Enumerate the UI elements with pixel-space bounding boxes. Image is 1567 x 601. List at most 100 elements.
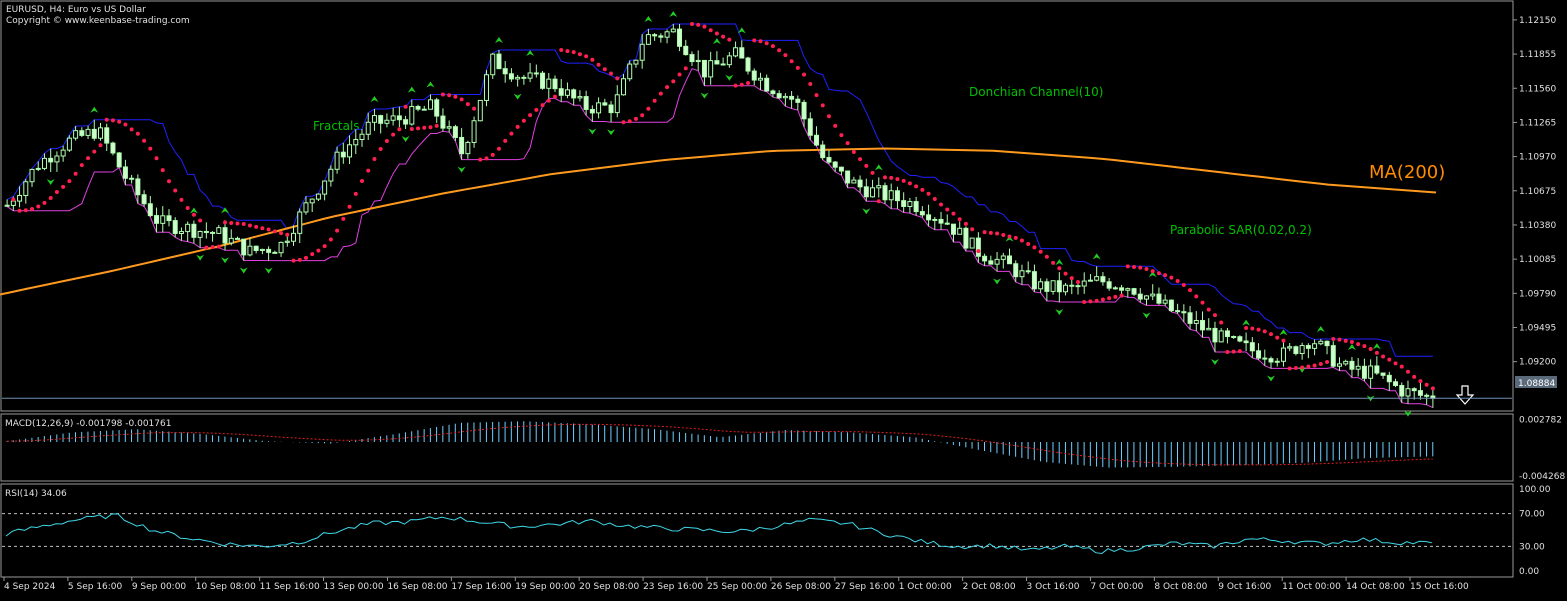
parabolic-sar-label: Parabolic SAR(0.02,0.2) (1170, 223, 1312, 237)
sar-dot (845, 141, 850, 146)
sar-dot (260, 226, 265, 231)
candle-body (851, 179, 857, 184)
candle-body (1256, 350, 1262, 359)
candle-body (1417, 390, 1423, 396)
sar-dot (1281, 338, 1286, 343)
candle-body (384, 119, 390, 124)
candle-body (1399, 384, 1405, 397)
candle-body (315, 193, 321, 200)
candle-body (91, 128, 97, 139)
candle-body (17, 194, 23, 202)
sar-dot (1275, 335, 1280, 340)
sar-dot (185, 205, 190, 210)
fractal-down-icon (1055, 309, 1064, 316)
candle-body (1330, 345, 1336, 367)
candle-body (982, 255, 988, 262)
candle-body (944, 222, 950, 225)
sar-dot (671, 79, 676, 84)
sar-dot (160, 168, 165, 173)
candle-body (41, 157, 47, 169)
candle-body (1063, 284, 1069, 293)
sar-dot (584, 54, 589, 59)
sar-dot (876, 199, 881, 204)
sar-dot (341, 216, 346, 221)
candle-body (1293, 346, 1299, 355)
sar-dot (858, 157, 863, 162)
rsi-tick-label: 100.00 (1519, 485, 1551, 495)
fractal-up-icon (712, 38, 721, 45)
time-tick-label: 3 Oct 16:00 (1027, 582, 1080, 592)
chart-header-title: EURUSD, H4: Euro vs US Dollar (6, 5, 146, 15)
sar-dot (752, 38, 757, 43)
candle-body (764, 77, 770, 92)
candle-body (1299, 345, 1305, 355)
sar-dot (378, 147, 383, 152)
candle-body (1287, 346, 1293, 349)
fractal-down-icon (196, 254, 205, 261)
time-tick-label: 5 Sep 16:00 (68, 582, 123, 592)
sar-dot (609, 71, 614, 76)
candle-body (571, 89, 577, 99)
sar-dot (291, 258, 296, 263)
sar-dot (1412, 374, 1417, 379)
candle-body (533, 72, 539, 75)
sar-dot (79, 163, 84, 168)
time-tick-label: 20 Sep 08:00 (579, 582, 639, 592)
rsi-tick-label: 30.00 (1519, 542, 1545, 552)
candle-body (166, 215, 172, 222)
candle-body (1181, 311, 1187, 314)
sar-dot (770, 44, 775, 49)
candle-body (1386, 374, 1392, 383)
candle-body (185, 223, 191, 233)
sar-dot (1200, 300, 1205, 305)
candle-body (645, 34, 651, 45)
candle-body (440, 115, 446, 129)
sar-dot (135, 131, 140, 136)
candle-body (340, 151, 346, 158)
sar-dot (808, 82, 813, 87)
candle-body (1224, 330, 1230, 337)
candle-body (216, 227, 222, 234)
candle-body (832, 161, 838, 168)
macd-tick-label: -0.004268 (1519, 472, 1565, 482)
sar-dot (1393, 361, 1398, 366)
candle-body (334, 151, 340, 170)
sar-dot (17, 208, 22, 213)
sar-dot (1082, 300, 1087, 305)
sar-dot (142, 138, 147, 143)
candle-body (708, 60, 714, 78)
candle-body (508, 73, 514, 80)
sar-dot (1430, 386, 1435, 391)
candle-body (552, 78, 558, 90)
sar-dot (839, 133, 844, 138)
candle-body (1393, 381, 1399, 386)
candle-body (1056, 280, 1062, 293)
sar-dot (1094, 298, 1099, 303)
sar-dot (328, 237, 333, 242)
candle-body (172, 220, 178, 234)
candle-body (48, 157, 54, 163)
sar-dot (129, 127, 134, 132)
sar-dot (1399, 364, 1404, 369)
candle-body (1044, 281, 1050, 292)
candle-body (845, 170, 851, 184)
candle-body (247, 245, 253, 256)
candle-body (446, 126, 452, 129)
candle-body (328, 168, 334, 182)
candle-body (938, 218, 944, 224)
rsi-line (5, 513, 1432, 555)
candle-body (347, 144, 353, 158)
candle-body (515, 76, 521, 80)
candle-body (490, 53, 496, 76)
sar-dot (1013, 235, 1018, 240)
price-tick-label: 1.09790 (1519, 289, 1556, 299)
sar-dot (316, 248, 321, 253)
sar-dot (945, 207, 950, 212)
sar-dot (478, 157, 483, 162)
fractal-down-icon (725, 74, 734, 81)
sar-dot (1349, 340, 1354, 345)
sar-dot (826, 114, 831, 119)
sar-dot (1387, 357, 1392, 362)
